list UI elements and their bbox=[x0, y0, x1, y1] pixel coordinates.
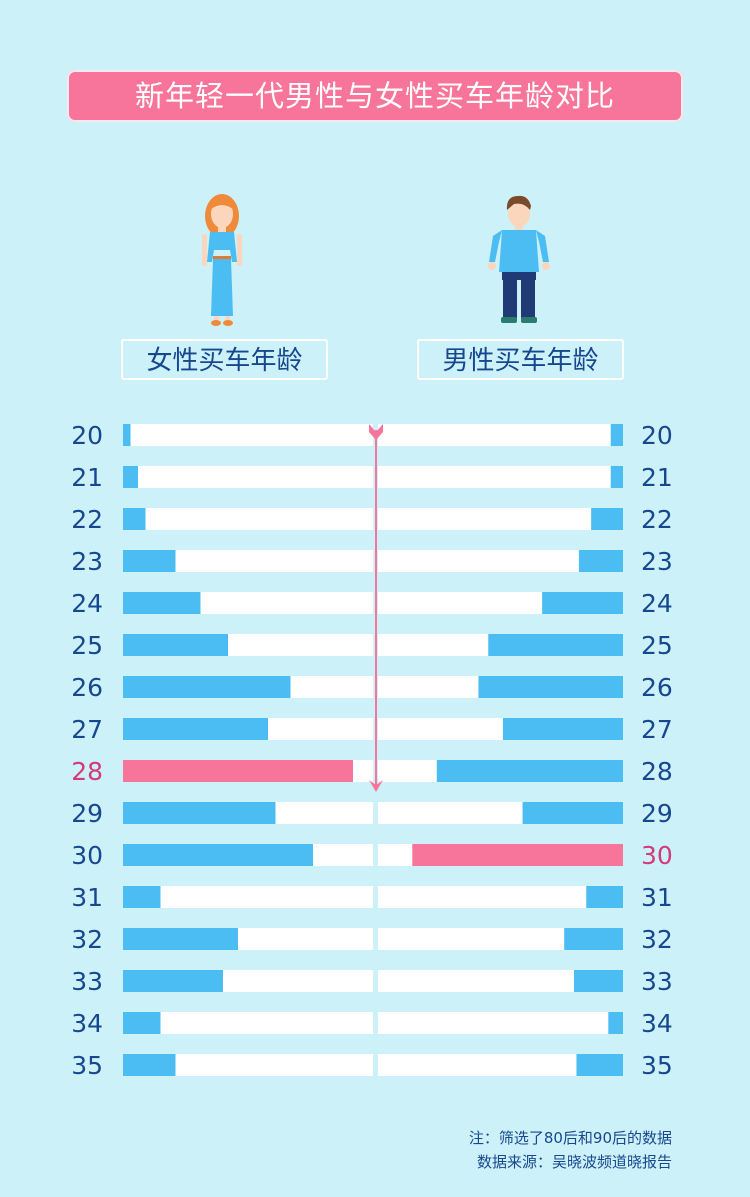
female-figure-icon bbox=[202, 194, 242, 326]
male-bar-29 bbox=[522, 802, 623, 824]
male-bar-32 bbox=[564, 928, 623, 950]
female-bar-32 bbox=[123, 928, 238, 950]
male-age-label: 25 bbox=[641, 631, 673, 660]
female-track bbox=[123, 424, 373, 446]
footnote-note: 注：筛选了80后和90后的数据 bbox=[468, 1129, 672, 1147]
female-age-label: 21 bbox=[71, 463, 103, 492]
male-track bbox=[378, 550, 623, 572]
male-bar-34 bbox=[608, 1012, 623, 1034]
female-bar-30 bbox=[123, 844, 313, 866]
arrow-tail-icon bbox=[369, 424, 383, 440]
male-bar-28 bbox=[436, 760, 623, 782]
male-track bbox=[378, 466, 623, 488]
female-track bbox=[123, 508, 373, 530]
male-bar-30 bbox=[412, 844, 623, 866]
male-bar-20 bbox=[610, 424, 623, 446]
footnote-source: 数据来源：吴晓波频道晓报告 bbox=[476, 1153, 672, 1171]
female-age-label: 35 bbox=[71, 1051, 103, 1080]
male-age-label: 21 bbox=[641, 463, 673, 492]
female-bar-22 bbox=[123, 508, 146, 530]
male-age-label: 32 bbox=[641, 925, 673, 954]
female-bar-31 bbox=[123, 886, 161, 908]
male-age-label: 24 bbox=[641, 589, 673, 618]
arrow-head-icon bbox=[369, 780, 383, 792]
female-age-label: 33 bbox=[71, 967, 103, 996]
male-age-label: 33 bbox=[641, 967, 673, 996]
male-figure-icon bbox=[488, 195, 550, 323]
male-track bbox=[378, 1012, 623, 1034]
female-bar-34 bbox=[123, 1012, 161, 1034]
female-age-label: 31 bbox=[71, 883, 103, 912]
male-bar-22 bbox=[591, 508, 623, 530]
female-bar-26 bbox=[123, 676, 291, 698]
male-age-label: 28 bbox=[641, 757, 673, 786]
female-age-label: 29 bbox=[71, 799, 103, 828]
female-age-label: 25 bbox=[71, 631, 103, 660]
male-age-label: 23 bbox=[641, 547, 673, 576]
male-bar-35 bbox=[576, 1054, 623, 1076]
female-age-label: 24 bbox=[71, 589, 103, 618]
back-to-back-bar-chart: 20 20 21 21 22 22 23 23 24 24 25 25 26 26 27 27 28 28 29 29… bbox=[71, 421, 673, 1080]
female-bar-25 bbox=[123, 634, 228, 656]
male-bar-33 bbox=[574, 970, 623, 992]
female-bar-23 bbox=[123, 550, 176, 572]
female-age-label: 22 bbox=[71, 505, 103, 534]
female-track bbox=[123, 1054, 373, 1076]
male-age-label: 35 bbox=[641, 1051, 673, 1080]
female-age-label: 20 bbox=[71, 421, 103, 450]
male-bar-31 bbox=[586, 886, 623, 908]
male-track bbox=[378, 508, 623, 530]
male-bar-23 bbox=[578, 550, 623, 572]
male-bar-21 bbox=[610, 466, 623, 488]
male-bar-26 bbox=[478, 676, 623, 698]
male-age-label: 20 bbox=[641, 421, 673, 450]
male-bar-24 bbox=[542, 592, 623, 614]
male-age-label: 31 bbox=[641, 883, 673, 912]
male-track bbox=[378, 928, 623, 950]
female-bar-35 bbox=[123, 1054, 176, 1076]
male-age-label: 26 bbox=[641, 673, 673, 702]
male-bar-25 bbox=[488, 634, 623, 656]
female-age-label: 23 bbox=[71, 547, 103, 576]
female-bar-24 bbox=[123, 592, 201, 614]
female-bar-27 bbox=[123, 718, 268, 740]
male-track bbox=[378, 1054, 623, 1076]
male-age-label: 30 bbox=[641, 841, 673, 870]
male-age-label: 22 bbox=[641, 505, 673, 534]
female-bar-33 bbox=[123, 970, 223, 992]
chart-title: 新年轻一代男性与女性买车年龄对比 bbox=[67, 70, 683, 122]
female-track bbox=[123, 466, 373, 488]
male-label: 男性买车年龄 bbox=[417, 339, 624, 380]
male-age-label: 29 bbox=[641, 799, 673, 828]
female-bar-28 bbox=[123, 760, 353, 782]
female-bar-29 bbox=[123, 802, 276, 824]
footnote: 注：筛选了80后和90后的数据 数据来源：吴晓波频道晓报告 bbox=[469, 1126, 672, 1174]
female-track bbox=[123, 550, 373, 572]
male-age-label: 27 bbox=[641, 715, 673, 744]
female-age-label: 27 bbox=[71, 715, 103, 744]
female-bar-20 bbox=[123, 424, 131, 446]
female-track bbox=[123, 886, 373, 908]
female-age-label: 28 bbox=[71, 757, 103, 786]
male-bar-27 bbox=[502, 718, 623, 740]
male-track bbox=[378, 970, 623, 992]
female-age-label: 34 bbox=[71, 1009, 103, 1038]
female-age-label: 32 bbox=[71, 925, 103, 954]
male-track bbox=[378, 886, 623, 908]
female-label: 女性买车年龄 bbox=[121, 339, 328, 380]
female-track bbox=[123, 1012, 373, 1034]
female-age-label: 30 bbox=[71, 841, 103, 870]
female-age-label: 26 bbox=[71, 673, 103, 702]
male-track bbox=[378, 424, 623, 446]
female-bar-21 bbox=[123, 466, 138, 488]
male-age-label: 34 bbox=[641, 1009, 673, 1038]
